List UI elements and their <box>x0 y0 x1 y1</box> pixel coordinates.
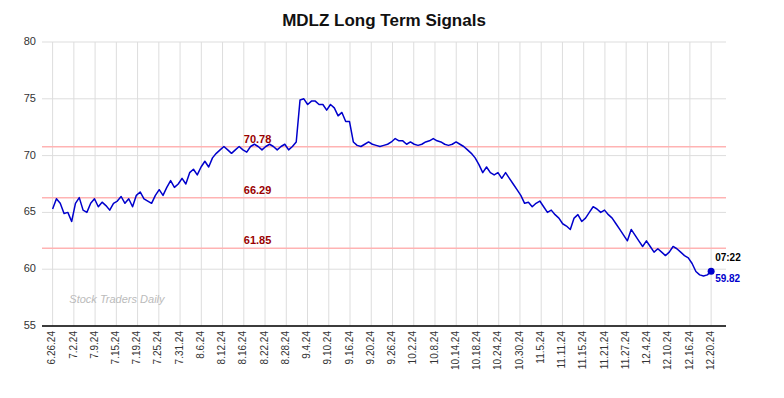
x-tick-label: 6.26.24 <box>46 331 57 365</box>
x-tick-label: 7.9.24 <box>89 331 100 359</box>
annotation-price: 59.82 <box>715 273 740 284</box>
y-tick-label: 75 <box>24 92 36 104</box>
signal-label: 61.85 <box>244 234 272 246</box>
x-tick-label: 10.2.24 <box>407 331 418 365</box>
y-tick-label: 65 <box>24 205 36 217</box>
x-tick-label: 11.27.24 <box>620 331 631 370</box>
x-grid-line <box>519 42 520 326</box>
price-line <box>53 99 712 276</box>
x-grid-line <box>73 42 74 326</box>
y-grid-line <box>42 98 726 99</box>
x-grid-line <box>371 42 372 326</box>
x-tick-label: 9.26.24 <box>386 331 397 365</box>
watermark: Stock Traders Daily <box>69 293 166 305</box>
x-tick-label: 7.25.24 <box>152 331 163 365</box>
x-tick-label: 9.16.24 <box>344 331 355 365</box>
x-tick-label: 10.18.24 <box>471 331 482 370</box>
grid <box>42 42 726 326</box>
x-grid-line <box>413 42 414 326</box>
x-tick-label: 7.15.24 <box>110 331 121 365</box>
y-tick-label: 80 <box>24 35 36 47</box>
y-grid-line <box>42 212 726 213</box>
x-tick-label: 8.16.24 <box>237 331 248 365</box>
y-grid-line <box>42 42 726 43</box>
x-grid-line <box>604 42 605 326</box>
signal-line <box>42 146 726 148</box>
x-grid-line <box>689 42 690 326</box>
x-grid-line <box>498 42 499 326</box>
x-grid-line <box>158 42 159 326</box>
x-tick-label: 8.12.24 <box>216 331 227 365</box>
x-grid-line <box>456 42 457 326</box>
x-tick-label: 9.4.24 <box>301 331 312 359</box>
x-grid-line <box>562 42 563 326</box>
plot-area <box>42 99 726 276</box>
y-tick-label: 55 <box>24 319 36 331</box>
x-tick-label: 10.14.24 <box>450 331 461 370</box>
x-grid-line <box>350 42 351 326</box>
x-grid-line <box>392 42 393 326</box>
x-grid-line <box>711 42 712 326</box>
x-grid-line <box>307 42 308 326</box>
x-tick-label: 9.20.24 <box>365 331 376 365</box>
signal-label: 66.29 <box>244 184 272 196</box>
y-grid-line <box>42 269 726 270</box>
x-axis-line <box>42 325 726 327</box>
x-tick-label: 12.20.24 <box>705 331 716 370</box>
x-grid-line <box>583 42 584 326</box>
x-tick-label: 8.6.24 <box>195 331 206 359</box>
x-tick-label: 12.10.24 <box>662 331 673 370</box>
x-grid-line <box>647 42 648 326</box>
x-grid-line <box>116 42 117 326</box>
title: MDLZ Long Term Signals <box>282 11 486 30</box>
x-grid-line <box>201 42 202 326</box>
signal-label: 70.78 <box>244 133 272 145</box>
x-tick-label: 11.21.24 <box>599 331 610 370</box>
x-grid-line <box>180 42 181 326</box>
y-tick-label: 70 <box>24 149 36 161</box>
x-grid-line <box>222 42 223 326</box>
signal-line <box>42 247 726 249</box>
y-tick-label: 60 <box>24 262 36 274</box>
x-tick-label: 10.24.24 <box>492 331 503 370</box>
end-point <box>708 268 715 275</box>
x-tick-label: 8.22.24 <box>259 331 270 365</box>
x-grid-line <box>541 42 542 326</box>
x-tick-label: 11.11.24 <box>556 331 567 369</box>
x-tick-label: 11.15.24 <box>577 331 588 370</box>
x-tick-label: 9.10.24 <box>322 331 333 365</box>
x-tick-label: 11.5.24 <box>535 331 546 364</box>
x-grid-line <box>477 42 478 326</box>
x-grid-line <box>328 42 329 326</box>
x-grid-line <box>434 42 435 326</box>
x-tick-label: 7.2.24 <box>68 331 79 359</box>
x-tick-label: 7.19.24 <box>131 331 142 365</box>
chart: 55 60 65 70 75 80 6.26.24 7.2.24 7.9.24 7.15.24 7.… <box>0 0 784 398</box>
x-grid-line <box>137 42 138 326</box>
x-grid-line <box>95 42 96 326</box>
y-grid-line <box>42 155 726 156</box>
annotation-time: 07:22 <box>715 252 741 263</box>
x-grid-line <box>668 42 669 326</box>
y-grid-line <box>42 326 726 327</box>
x-tick-label: 12.4.24 <box>641 331 652 365</box>
x-tick-label: 10.8.24 <box>429 331 440 365</box>
x-tick-label: 8.28.24 <box>280 331 291 365</box>
x-tick-label: 10.30.24 <box>514 331 525 370</box>
x-grid-line <box>626 42 627 326</box>
x-tick-label: 7.31.24 <box>174 331 185 365</box>
x-grid-line <box>286 42 287 326</box>
x-grid-line <box>52 42 53 326</box>
x-tick-label: 12.16.24 <box>684 331 695 370</box>
